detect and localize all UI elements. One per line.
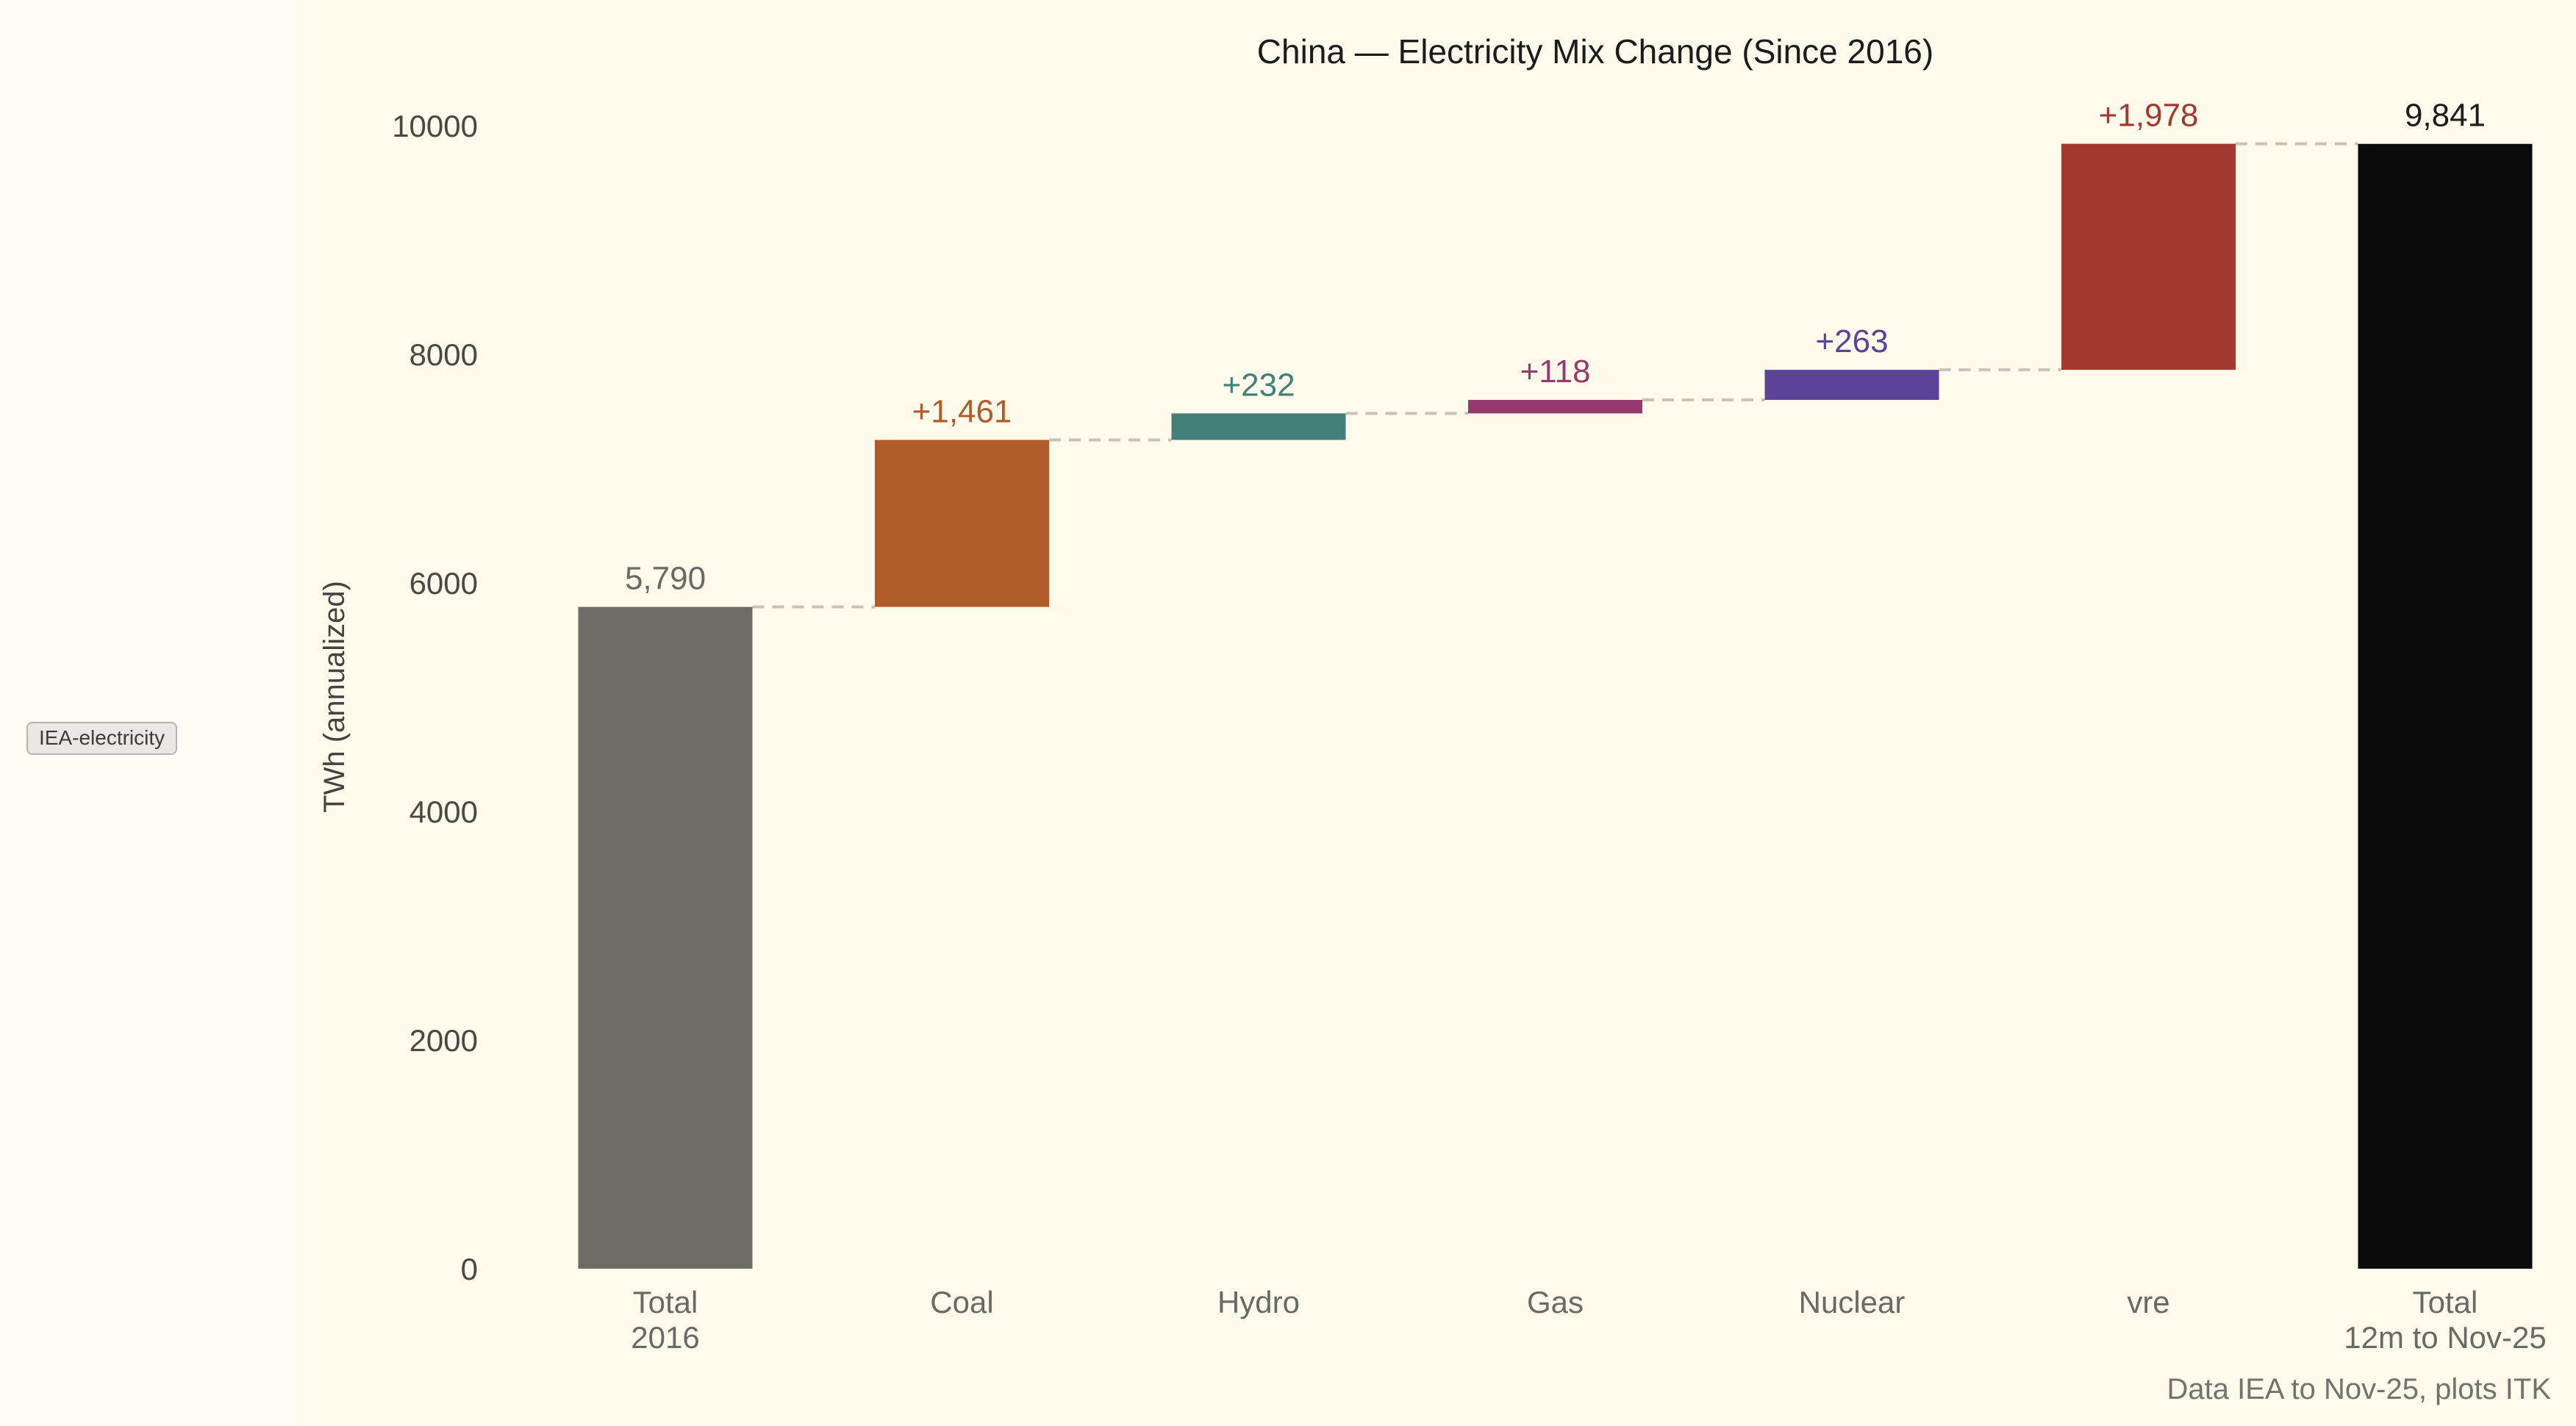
chart-title: China — Electricity Mix Change (Since 20… xyxy=(1256,32,1934,71)
value-label-hydro: +232 xyxy=(1222,367,1295,403)
source-caption: Data IEA to Nov-25, plots ITK xyxy=(2167,1373,2551,1405)
category-label-coal: Coal xyxy=(930,1285,993,1319)
value-label-coal: +1,461 xyxy=(912,393,1012,429)
category-label-gas: Gas xyxy=(1527,1285,1584,1319)
value-label-nuclear: +263 xyxy=(1815,323,1888,359)
y-tick-label: 10000 xyxy=(392,109,478,143)
dataset-badge[interactable]: IEA-electricity xyxy=(26,722,178,755)
bar-hydro xyxy=(1171,413,1346,440)
bar-coal xyxy=(875,440,1049,607)
bar-total-2016 xyxy=(578,606,753,1269)
y-tick-label: 2000 xyxy=(409,1023,478,1058)
bar-nuclear xyxy=(1764,370,1939,401)
y-tick-label: 0 xyxy=(461,1252,478,1286)
value-label-total-nov25: 9,841 xyxy=(2405,98,2486,134)
category-label-total-2016: 2016 xyxy=(631,1320,699,1355)
bar-gas xyxy=(1468,400,1642,414)
category-label-total-2016: Total xyxy=(633,1285,698,1319)
y-axis-label: TWh (annualized) xyxy=(318,581,351,813)
value-label-gas: +118 xyxy=(1520,354,1591,390)
bar-total-nov25 xyxy=(2358,143,2533,1269)
category-label-nuclear: Nuclear xyxy=(1799,1285,1906,1319)
y-tick-label: 8000 xyxy=(409,337,478,372)
bar-vre xyxy=(2061,143,2236,370)
value-label-vre: +1,978 xyxy=(2099,98,2199,134)
category-label-total-nov25: Total xyxy=(2413,1285,2478,1319)
category-label-hydro: Hydro xyxy=(1217,1285,1300,1319)
y-tick-label: 6000 xyxy=(409,566,478,601)
category-label-total-nov25: 12m to Nov-25 xyxy=(2344,1320,2546,1355)
category-label-vre: vre xyxy=(2127,1285,2169,1319)
y-tick-label: 4000 xyxy=(409,795,478,829)
value-label-total-2016: 5,790 xyxy=(625,561,706,597)
